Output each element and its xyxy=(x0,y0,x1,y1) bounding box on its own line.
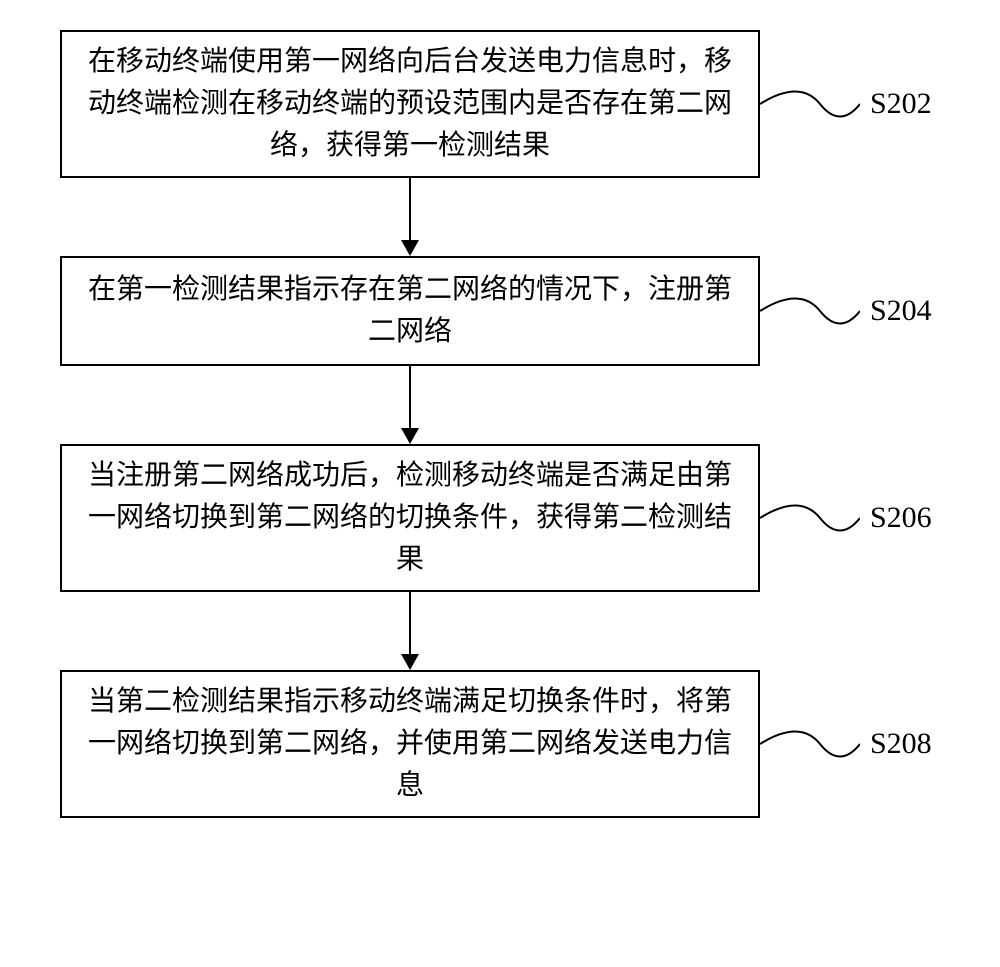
step-box-4: 当第二检测结果指示移动终端满足切换条件时，将第一网络切换到第二网络，并使用第二网… xyxy=(60,670,760,818)
arrow-line-icon xyxy=(409,592,411,654)
arrow-down-2 xyxy=(60,366,760,444)
curve-icon xyxy=(760,488,860,548)
arrow-head-icon xyxy=(401,428,419,444)
arrow-head-icon xyxy=(401,654,419,670)
step-row-4: 当第二检测结果指示移动终端满足切换条件时，将第一网络切换到第二网络，并使用第二网… xyxy=(60,670,940,818)
curve-icon xyxy=(760,74,860,134)
flowchart-container: 在移动终端使用第一网络向后台发送电力信息时，移动终端检测在移动终端的预设范围内是… xyxy=(60,30,940,818)
arrow-line-icon xyxy=(409,366,411,428)
arrow-down-3 xyxy=(60,592,760,670)
step-label-1: S202 xyxy=(870,87,932,121)
step-row-2: 在第一检测结果指示存在第二网络的情况下，注册第二网络 S204 xyxy=(60,256,940,366)
arrow-row-1 xyxy=(60,178,940,256)
step-label-4: S208 xyxy=(870,727,932,761)
step-box-1: 在移动终端使用第一网络向后台发送电力信息时，移动终端检测在移动终端的预设范围内是… xyxy=(60,30,760,178)
step-label-2: S204 xyxy=(870,294,932,328)
step-row-1: 在移动终端使用第一网络向后台发送电力信息时，移动终端检测在移动终端的预设范围内是… xyxy=(60,30,940,178)
curve-icon xyxy=(760,281,860,341)
arrow-row-3 xyxy=(60,592,940,670)
curve-icon xyxy=(760,714,860,774)
step-text-2: 在第一检测结果指示存在第二网络的情况下，注册第二网络 xyxy=(86,269,734,353)
arrow-head-icon xyxy=(401,240,419,256)
connector-1: S202 xyxy=(760,30,940,178)
step-row-3: 当注册第二网络成功后，检测移动终端是否满足由第一网络切换到第二网络的切换条件，获… xyxy=(60,444,940,592)
step-text-4: 当第二检测结果指示移动终端满足切换条件时，将第一网络切换到第二网络，并使用第二网… xyxy=(86,681,734,807)
step-box-2: 在第一检测结果指示存在第二网络的情况下，注册第二网络 xyxy=(60,256,760,366)
arrow-line-icon xyxy=(409,178,411,240)
step-text-3: 当注册第二网络成功后，检测移动终端是否满足由第一网络切换到第二网络的切换条件，获… xyxy=(86,455,734,581)
step-text-1: 在移动终端使用第一网络向后台发送电力信息时，移动终端检测在移动终端的预设范围内是… xyxy=(86,41,734,167)
arrow-row-2 xyxy=(60,366,940,444)
connector-3: S206 xyxy=(760,444,940,592)
connector-4: S208 xyxy=(760,670,940,818)
arrow-down-1 xyxy=(60,178,760,256)
step-box-3: 当注册第二网络成功后，检测移动终端是否满足由第一网络切换到第二网络的切换条件，获… xyxy=(60,444,760,592)
step-label-3: S206 xyxy=(870,501,932,535)
connector-2: S204 xyxy=(760,256,940,366)
